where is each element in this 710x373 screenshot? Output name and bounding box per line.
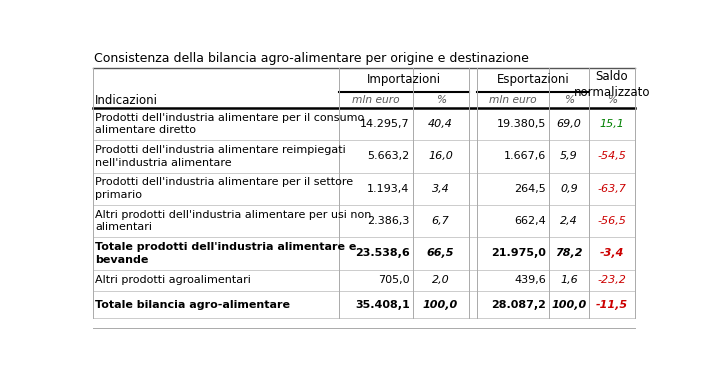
Text: -23,2: -23,2 [597,275,626,285]
Text: 19.380,5: 19.380,5 [496,119,546,129]
Text: 100,0: 100,0 [551,300,586,310]
Text: 23.538,6: 23.538,6 [355,248,410,258]
Text: 2,0: 2,0 [432,275,449,285]
Text: Totale bilancia agro-alimentare: Totale bilancia agro-alimentare [95,300,290,310]
Text: %: % [564,95,574,105]
Text: %: % [435,95,446,105]
Text: 5,9: 5,9 [560,151,578,162]
Text: Totale prodotti dell'industria alimentare e
bevande: Totale prodotti dell'industria alimentar… [95,242,356,265]
Text: 21.975,0: 21.975,0 [491,248,546,258]
Text: Altri prodotti dell'industria alimentare per usi non
alimentari: Altri prodotti dell'industria alimentare… [95,210,371,232]
Text: Altri prodotti agroalimentari: Altri prodotti agroalimentari [95,275,251,285]
Text: -11,5: -11,5 [596,300,628,310]
Text: 3,4: 3,4 [432,184,449,194]
Text: 2.386,3: 2.386,3 [367,216,410,226]
Text: 100,0: 100,0 [423,300,458,310]
Text: Indicazioni: Indicazioni [95,94,158,107]
Text: mln euro: mln euro [352,95,400,105]
Text: 5.663,2: 5.663,2 [367,151,410,162]
Text: -3,4: -3,4 [600,248,624,258]
Text: %: % [607,95,617,105]
Text: Prodotti dell'industria alimentare per il consumo
alimentare diretto: Prodotti dell'industria alimentare per i… [95,113,364,135]
Text: -54,5: -54,5 [597,151,626,162]
Text: Esportazioni: Esportazioni [496,73,569,86]
Text: 35.408,1: 35.408,1 [355,300,410,310]
Text: Saldo
normalizzato: Saldo normalizzato [574,70,650,99]
Text: 16,0: 16,0 [428,151,453,162]
Text: 15,1: 15,1 [599,119,624,129]
Text: mln euro: mln euro [489,95,537,105]
Text: 2,4: 2,4 [560,216,578,226]
Text: 1,6: 1,6 [560,275,578,285]
Text: -56,5: -56,5 [597,216,626,226]
Text: 662,4: 662,4 [514,216,546,226]
Text: 264,5: 264,5 [514,184,546,194]
Text: Prodotti dell'industria alimentare reimpiegati
nell'industria alimentare: Prodotti dell'industria alimentare reimp… [95,145,346,168]
Text: 78,2: 78,2 [555,248,583,258]
Text: Prodotti dell'industria alimentare per il settore
primario: Prodotti dell'industria alimentare per i… [95,177,353,200]
Text: 6,7: 6,7 [432,216,449,226]
Text: 28.087,2: 28.087,2 [491,300,546,310]
Text: 439,6: 439,6 [514,275,546,285]
Text: 40,4: 40,4 [428,119,453,129]
Text: Consistenza della bilancia agro-alimentare per origine e destinazione: Consistenza della bilancia agro-alimenta… [94,53,529,65]
Text: 0,9: 0,9 [560,184,578,194]
Text: -63,7: -63,7 [597,184,626,194]
Text: 66,5: 66,5 [427,248,454,258]
Text: Importazioni: Importazioni [367,73,441,86]
Text: 14.295,7: 14.295,7 [360,119,410,129]
Text: 69,0: 69,0 [557,119,581,129]
Text: 1.193,4: 1.193,4 [367,184,410,194]
Text: 705,0: 705,0 [378,275,410,285]
Text: 1.667,6: 1.667,6 [504,151,546,162]
